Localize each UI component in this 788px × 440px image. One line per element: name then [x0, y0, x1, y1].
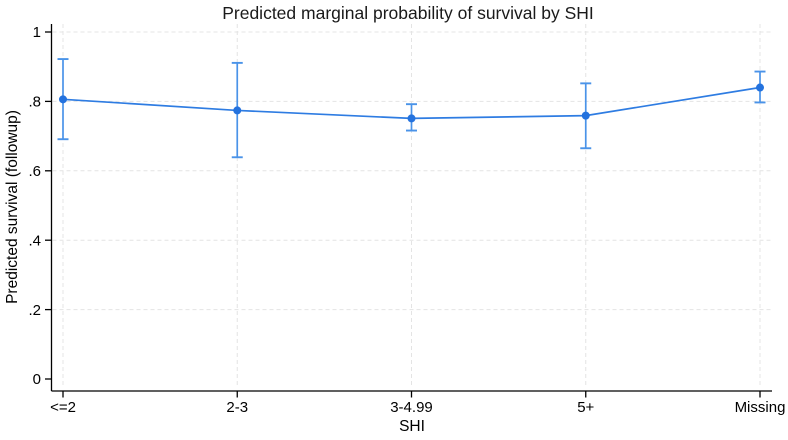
- y-tick-label: .4: [28, 232, 41, 249]
- x-tick-label: <=2: [50, 399, 76, 416]
- data-point-marker: [581, 111, 590, 120]
- x-tick-label: 5+: [577, 399, 594, 416]
- x-axis-label: SHI: [399, 418, 425, 435]
- y-tick-label: .2: [28, 302, 41, 319]
- y-tick-label: .8: [28, 94, 41, 111]
- y-tick-label: 0: [33, 371, 41, 388]
- data-point-marker: [756, 83, 764, 92]
- plot-area: 0 .2 .4 .6 .8 1 <=2 2-3 3-4.99 5+ Missing: [28, 24, 785, 416]
- data-point-marker: [233, 106, 242, 115]
- x-tick-label: 2-3: [226, 399, 248, 416]
- y-tick-label: .6: [28, 163, 41, 180]
- x-tick-label: 3-4.99: [390, 399, 433, 416]
- data-point-marker: [59, 95, 67, 104]
- data-point-marker: [407, 114, 416, 123]
- x-tick-label: Missing: [735, 399, 786, 416]
- chart-title: Predicted marginal probability of surviv…: [222, 3, 594, 23]
- y-tick-label: 1: [33, 24, 41, 41]
- y-axis-label: Predicted survival (followup): [4, 110, 21, 304]
